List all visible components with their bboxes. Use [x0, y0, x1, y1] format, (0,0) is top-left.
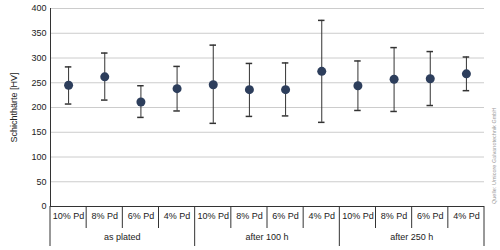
svg-text:150: 150 — [31, 127, 46, 137]
svg-text:100: 100 — [31, 152, 46, 162]
svg-text:Quelle: Umicore Galvanotechnik: Quelle: Umicore Galvanotechnik GmbH — [491, 108, 497, 204]
svg-text:200: 200 — [31, 102, 46, 112]
svg-text:as plated: as plated — [104, 232, 141, 242]
svg-text:6% Pd: 6% Pd — [128, 211, 155, 221]
svg-text:50: 50 — [36, 177, 46, 187]
svg-text:10% Pd: 10% Pd — [342, 211, 374, 221]
svg-text:4% Pd: 4% Pd — [308, 211, 335, 221]
svg-text:8% Pd: 8% Pd — [381, 211, 408, 221]
svg-text:0: 0 — [41, 201, 46, 211]
svg-text:400: 400 — [31, 3, 46, 13]
svg-text:8% Pd: 8% Pd — [236, 211, 263, 221]
svg-text:350: 350 — [31, 28, 46, 38]
svg-text:after 250 h: after 250 h — [390, 232, 433, 242]
svg-text:4% Pd: 4% Pd — [453, 211, 480, 221]
svg-text:4% Pd: 4% Pd — [164, 211, 191, 221]
svg-text:6% Pd: 6% Pd — [272, 211, 299, 221]
svg-text:250: 250 — [31, 78, 46, 88]
svg-text:10% Pd: 10% Pd — [197, 211, 229, 221]
svg-text:6% Pd: 6% Pd — [417, 211, 444, 221]
svg-text:10% Pd: 10% Pd — [53, 211, 85, 221]
svg-text:8% Pd: 8% Pd — [91, 211, 118, 221]
svg-text:after 100 h: after 100 h — [245, 232, 288, 242]
svg-text:300: 300 — [31, 53, 46, 63]
svg-text:Schichthärte [HV]: Schichthärte [HV] — [9, 72, 19, 142]
